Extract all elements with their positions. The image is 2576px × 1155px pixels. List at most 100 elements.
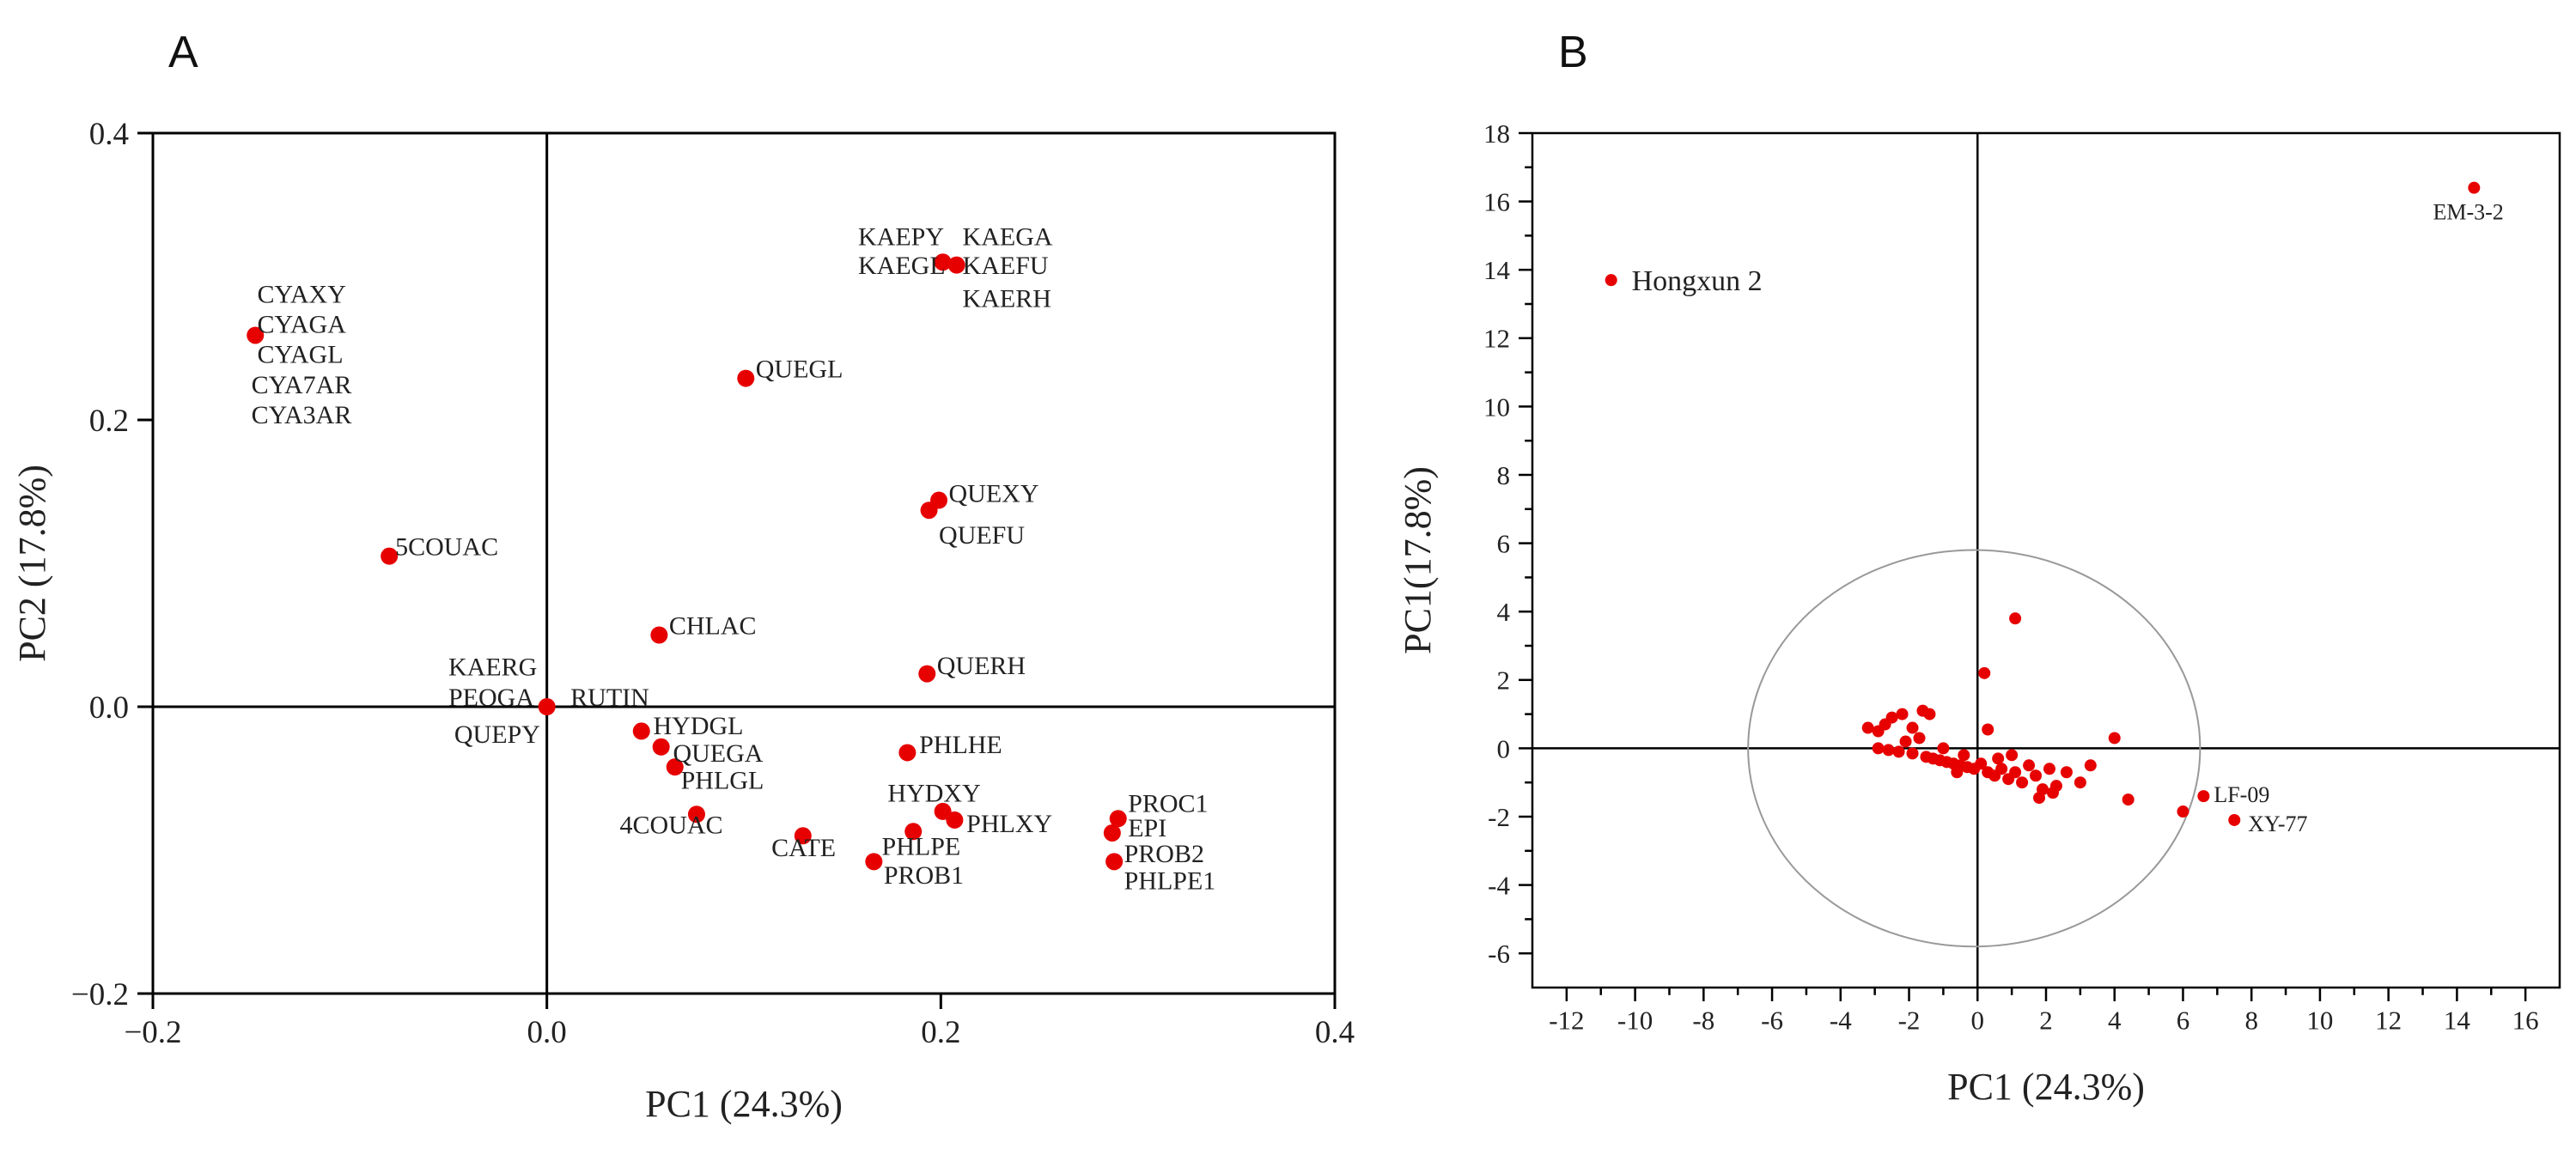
data-point	[2060, 766, 2073, 779]
data-point	[904, 823, 923, 841]
data-point	[2009, 612, 2022, 625]
point-label: 5COUAC	[395, 532, 498, 561]
data-point	[1913, 732, 1926, 745]
data-point	[1605, 274, 1617, 287]
data-point	[2009, 766, 2022, 779]
point-label: KAEGA	[963, 223, 1053, 252]
x-tick-label: 8	[2244, 1006, 2258, 1036]
point-label: QUEFU	[939, 521, 1025, 550]
point-label: QUERH	[937, 652, 1026, 680]
point-label: KAEFU	[963, 252, 1049, 280]
data-point	[687, 805, 705, 824]
data-point	[934, 802, 952, 820]
data-point	[1885, 711, 1898, 724]
y-tick-label: 0.4	[89, 117, 129, 152]
point-label: PROB1	[884, 861, 964, 890]
data-point	[1872, 742, 1885, 755]
data-point	[2177, 805, 2189, 818]
data-point	[1906, 721, 1919, 734]
data-point	[247, 326, 265, 344]
x-tick-label: 10	[2306, 1006, 2333, 1036]
x-tick-label: 0.2	[921, 1015, 960, 1050]
y-tick-label: 0	[1497, 733, 1511, 763]
y-tick-label: -2	[1488, 802, 1510, 832]
data-point	[1995, 763, 2008, 775]
point-label: KAERG	[448, 653, 537, 682]
data-point	[1109, 810, 1127, 828]
data-point	[1958, 749, 1970, 762]
data-point	[2197, 790, 2210, 803]
y-tick-label: 16	[1483, 186, 1510, 216]
x-tick-label: 2	[2039, 1006, 2053, 1036]
point-label: HYDGL	[654, 712, 744, 740]
point-label: CYA3AR	[252, 401, 352, 429]
data-point	[1982, 723, 1994, 736]
data-point	[737, 369, 755, 387]
data-point	[538, 698, 556, 715]
data-point	[1975, 757, 1988, 770]
point-label: PHLHE	[919, 731, 1002, 759]
data-point	[1103, 824, 1121, 842]
y-axis-label: PC1(17.8%)	[1397, 466, 1439, 654]
x-axis-label: PC1 (24.3%)	[1947, 1066, 2145, 1108]
plot-frame	[151, 131, 1337, 995]
point-label: CYA7AR	[252, 371, 352, 399]
x-tick-label: -4	[1830, 1006, 1852, 1036]
point-label: KAEPY	[858, 223, 944, 252]
data-point	[1896, 708, 1909, 720]
scatter-chart-a: −0.2 0.0 0.2 0.4 −0.2 0.0 0.2 0.4 PC1 (24.3%) PC2…	[11, 117, 1355, 1125]
y-tick-label: -4	[1488, 870, 1510, 900]
y-tick-label: −0.2	[71, 977, 129, 1012]
point-label: CYAGA	[258, 311, 347, 339]
data-point	[2006, 749, 2019, 762]
data-point	[1892, 745, 1905, 758]
y-tick-label: 0.0	[89, 690, 129, 726]
data-point	[2108, 732, 2121, 745]
x-tick-label: -2	[1898, 1006, 1921, 1036]
point-label: EPI	[1128, 814, 1166, 842]
y-tick-label: 6	[1497, 528, 1511, 558]
y-tick-label: 4	[1497, 597, 1511, 627]
point-label: QUEGA	[673, 739, 763, 768]
point-label: QUEXY	[949, 480, 1039, 508]
point-label: PHLXY	[966, 810, 1052, 838]
y-tick-label: 8	[1497, 460, 1511, 490]
data-point	[1951, 766, 1964, 779]
data-point	[794, 827, 812, 845]
point-label: QUEGL	[756, 355, 843, 383]
data-point	[1882, 744, 1895, 757]
data-point	[1937, 742, 1950, 755]
data-point	[2023, 759, 2036, 772]
x-tick-label: 0.4	[1315, 1015, 1355, 1050]
point-label: PHLPE1	[1124, 867, 1216, 896]
scatter-chart-b: -12 -10 -8 -6 -4 -2 0 2 4 6 8 10 12 14 16 -6 -4 -2 0 2 4 6 8 10…	[1397, 119, 2561, 1108]
data-point	[650, 626, 668, 644]
point-label: RUTIN	[570, 684, 649, 712]
data-point	[2122, 793, 2134, 806]
point-label: PROB2	[1124, 840, 1204, 868]
x-tick-label: 4	[2108, 1006, 2122, 1036]
data-point	[1105, 853, 1124, 871]
x-tick-label: 0.0	[527, 1015, 567, 1050]
point-label: CYAXY	[258, 281, 346, 309]
point-label: CHLAC	[669, 611, 757, 640]
x-tick-label: -12	[1549, 1006, 1584, 1036]
confidence-ellipse	[1747, 549, 2201, 948]
x-tick-label: 12	[2375, 1006, 2402, 1036]
y-tick-label: -6	[1488, 939, 1510, 969]
data-point	[2228, 813, 2241, 826]
y-tick-label: 0.2	[89, 404, 129, 439]
point-label: CATE	[771, 834, 836, 862]
data-point	[652, 738, 670, 756]
point-label: EM-3-2	[2433, 200, 2503, 225]
x-tick-label: −0.2	[124, 1015, 181, 1050]
x-tick-label: -10	[1617, 1006, 1653, 1036]
y-tick-label: 14	[1483, 255, 1511, 285]
x-tick-label: -6	[1761, 1006, 1783, 1036]
point-label: 4COUAC	[620, 811, 723, 839]
panel-label-a: A	[168, 27, 198, 77]
x-axis-label: PC1 (24.3%)	[645, 1083, 843, 1125]
data-point	[2084, 759, 2097, 772]
data-point	[934, 253, 952, 271]
data-point	[2046, 787, 2059, 799]
